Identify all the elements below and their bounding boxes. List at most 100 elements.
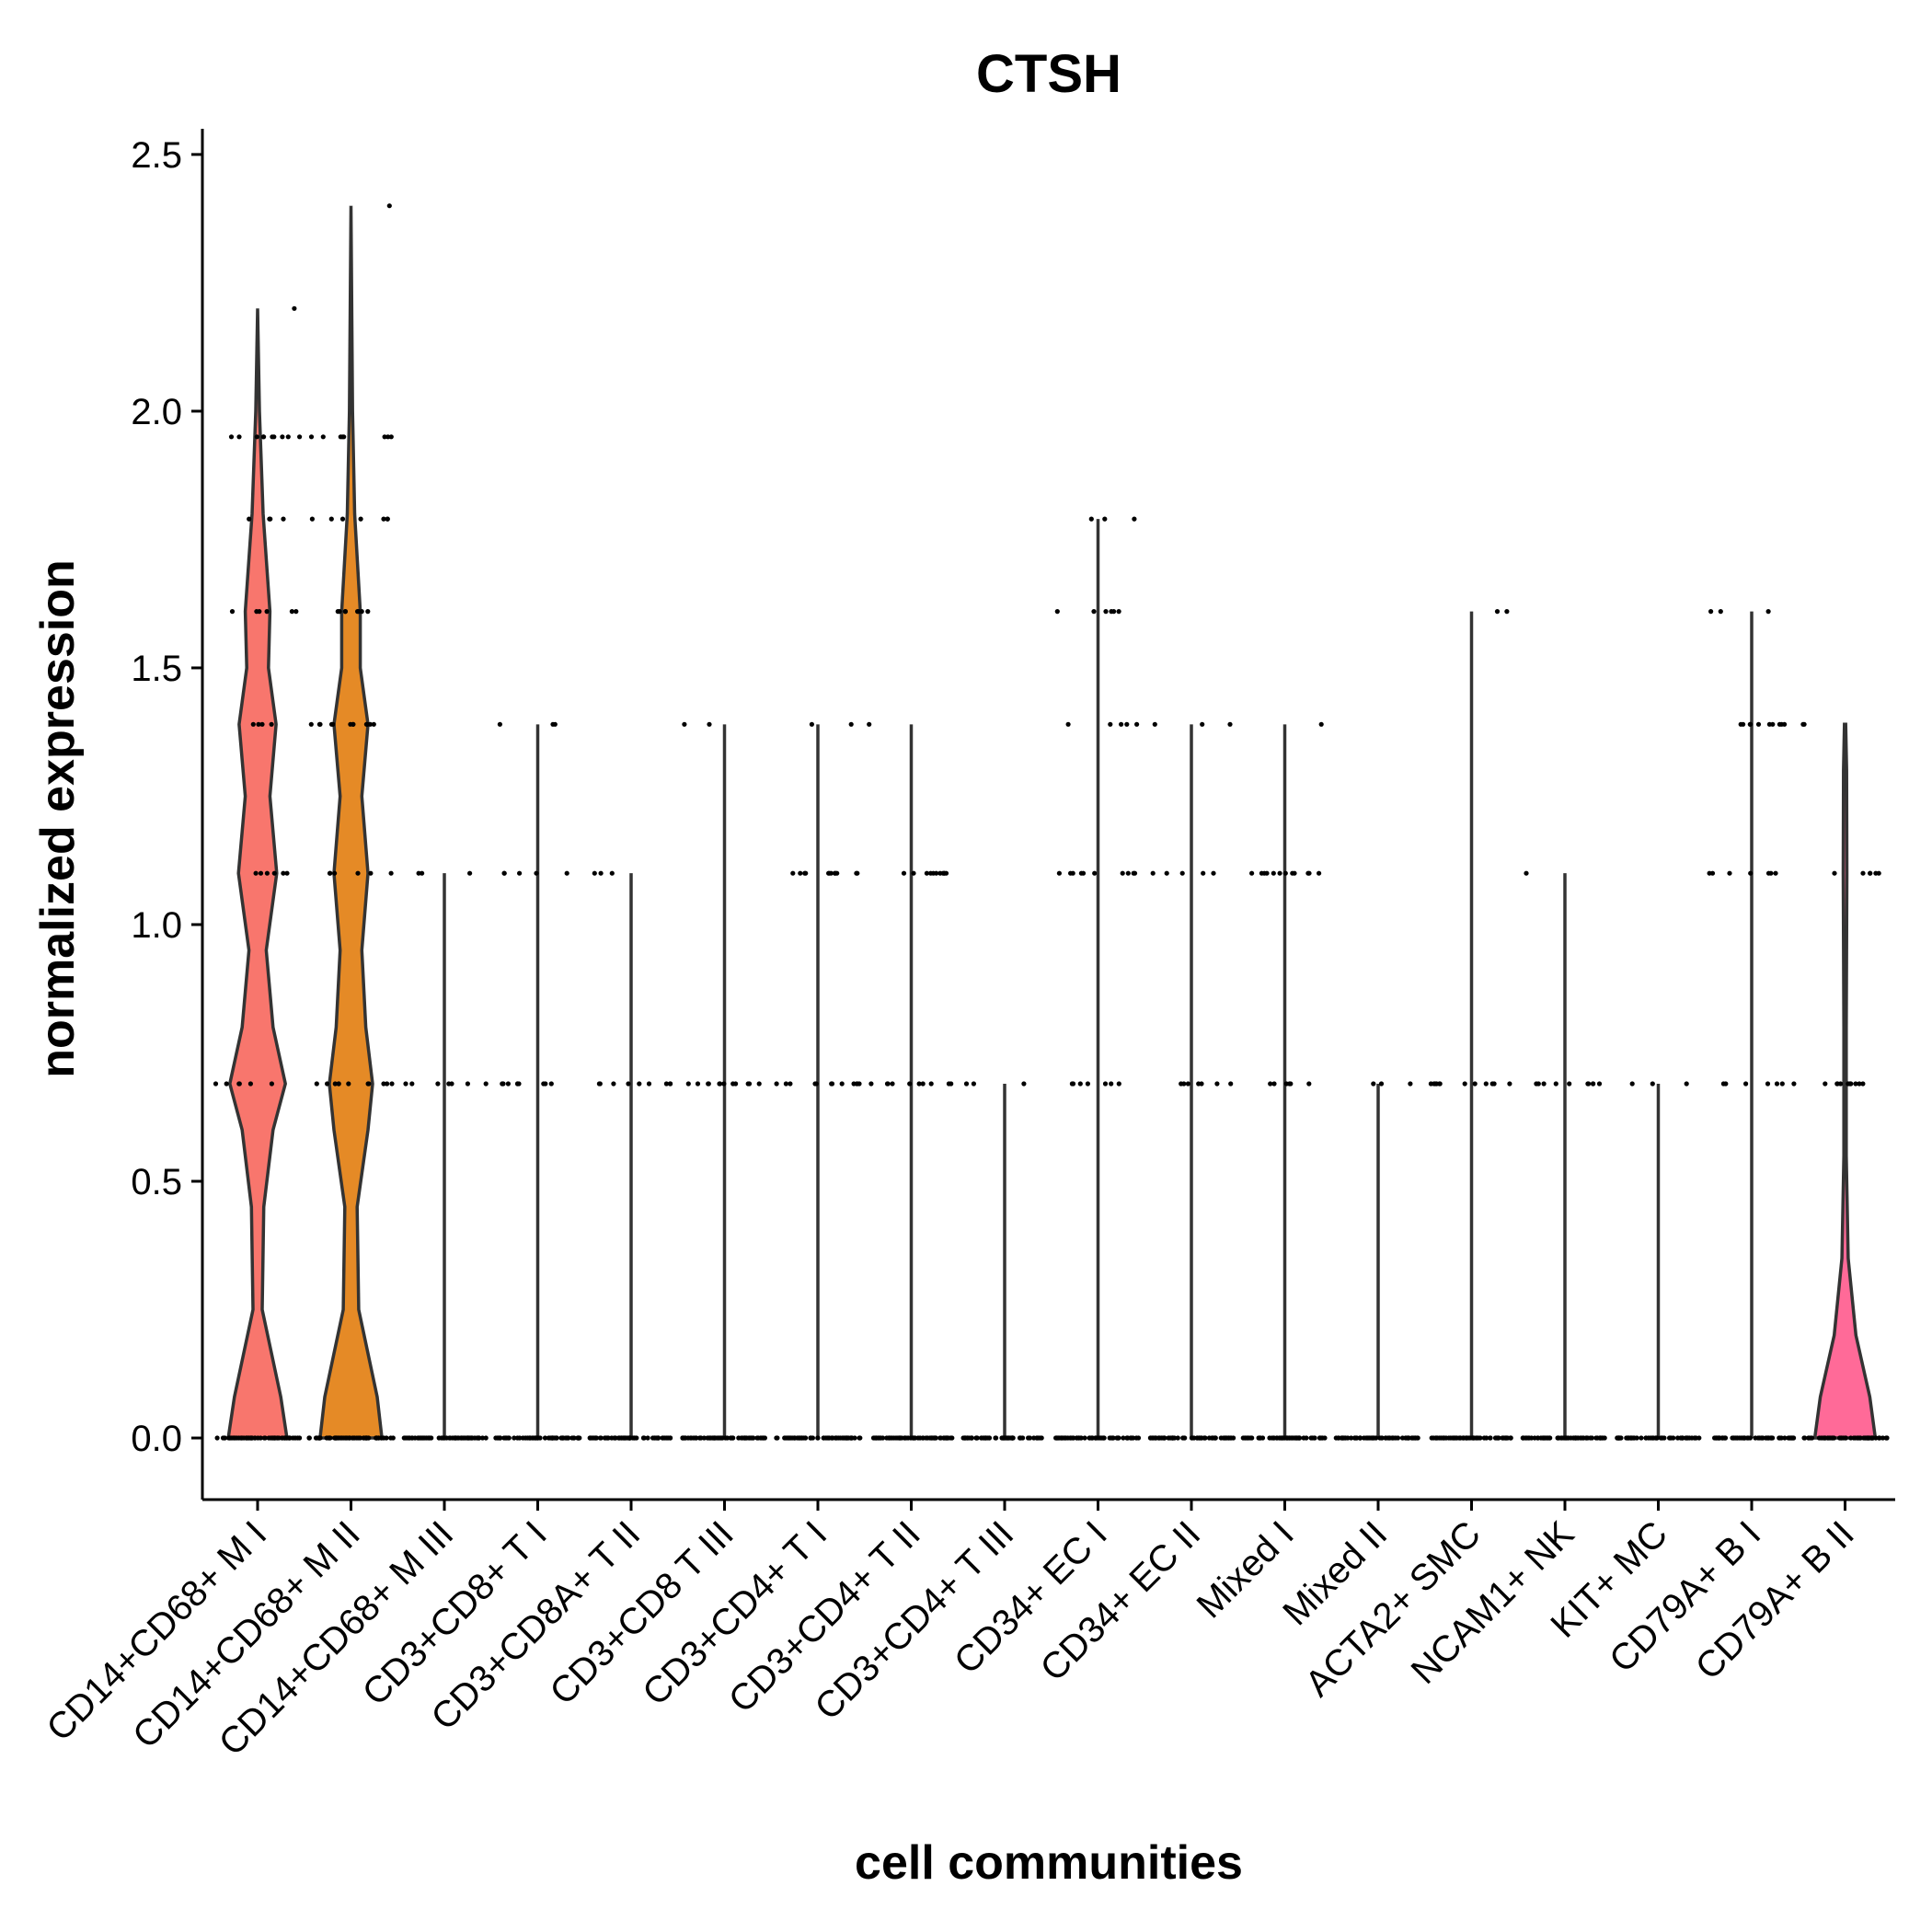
jitter-point [1068, 870, 1074, 876]
jitter-point [541, 1081, 546, 1087]
jitter-point [1488, 1435, 1493, 1441]
jitter-point [467, 1435, 474, 1441]
jitter-point [356, 609, 362, 615]
jitter-point [783, 1081, 789, 1087]
jitter-point [1696, 1435, 1702, 1441]
jitter-point [476, 1435, 481, 1441]
jitter-point [1319, 1435, 1326, 1441]
jitter-point [1379, 1435, 1385, 1441]
jitter-point [1124, 1435, 1130, 1441]
jitter-point [1721, 1435, 1727, 1441]
jitter-point [1586, 1081, 1592, 1087]
jitter-point [1196, 1081, 1202, 1087]
jitter-point [389, 1081, 395, 1087]
jitter-point [911, 870, 916, 876]
jitter-point [339, 516, 346, 522]
jitter-point [1429, 1435, 1434, 1441]
jitter-point [266, 1435, 271, 1441]
jitter-point [1026, 1435, 1031, 1441]
jitter-point [802, 870, 808, 876]
jitter-point [1591, 1081, 1596, 1087]
jitter-point [1494, 609, 1501, 615]
jitter-point [381, 516, 386, 522]
jitter-point [542, 1435, 548, 1441]
jitter-point [1790, 1435, 1796, 1441]
jitter-point [1583, 1435, 1589, 1441]
jitter-point [1868, 870, 1873, 876]
jitter-point [514, 1081, 521, 1087]
jitter-point [1240, 1435, 1246, 1441]
jitter-point [762, 1435, 768, 1441]
jitter-point [1448, 1435, 1454, 1441]
jitter-point [1869, 1435, 1874, 1441]
jitter-point [1857, 1081, 1862, 1087]
jitter-point [886, 1435, 892, 1441]
jitter-point [257, 609, 262, 615]
jitter-point [843, 1435, 848, 1441]
jitter-point [637, 1081, 642, 1087]
jitter-point [234, 1435, 239, 1441]
jitter-point [1333, 1435, 1339, 1441]
jitter-point [381, 1081, 386, 1087]
jitter-point [640, 1435, 647, 1441]
jitter-point [1153, 1435, 1159, 1441]
jitter-point [1731, 1435, 1736, 1441]
jitter-point [733, 1081, 739, 1087]
jitter-point [756, 1081, 762, 1087]
jitter-point [388, 1435, 394, 1441]
y-tick-label: 0.0 [131, 1419, 182, 1459]
jitter-point [902, 1435, 908, 1441]
jitter-point [609, 870, 615, 876]
jitter-point [1102, 516, 1108, 522]
jitter-point [1247, 1435, 1252, 1441]
jitter-point [1801, 721, 1807, 727]
jitter-point [1504, 609, 1510, 615]
jitter-point [839, 1081, 845, 1087]
jitter-point [907, 1081, 913, 1087]
jitter-point [656, 1435, 661, 1441]
jitter-point [589, 1435, 594, 1441]
jitter-point [259, 721, 265, 727]
jitter-point [358, 516, 363, 522]
jitter-point [264, 609, 270, 615]
jitter-point [1758, 1435, 1764, 1441]
jitter-point [663, 1081, 670, 1087]
jitter-point [1035, 1435, 1041, 1441]
jitter-point [751, 1435, 756, 1441]
jitter-point [479, 1435, 486, 1441]
jitter-point [258, 1435, 263, 1441]
jitter-point [224, 1081, 229, 1087]
jitter-point [1683, 1435, 1689, 1441]
jitter-point [1806, 1435, 1811, 1441]
jitter-point [619, 1435, 625, 1441]
jitter-point [799, 1435, 805, 1441]
jitter-point [1483, 1081, 1489, 1087]
jitter-point [696, 1435, 703, 1441]
jitter-point [1116, 1081, 1121, 1087]
jitter-point [1134, 721, 1140, 727]
jitter-point [974, 1435, 980, 1441]
jitter-point [327, 1435, 332, 1441]
jitter-point [901, 870, 907, 876]
jitter-point [256, 721, 261, 727]
jitter-point [834, 1435, 839, 1441]
jitter-point [1150, 870, 1156, 876]
jitter-point [1391, 1435, 1397, 1441]
jitter-point [528, 1435, 534, 1441]
jitter-point [550, 721, 556, 727]
jitter-point [1218, 1435, 1224, 1441]
jitter-point [1748, 721, 1754, 727]
jitter-point [1782, 1435, 1788, 1441]
jitter-point [1065, 721, 1071, 727]
jitter-point [1816, 1435, 1823, 1441]
jitter-point [268, 516, 273, 522]
jitter-point [1201, 870, 1206, 876]
jitter-point [371, 721, 376, 727]
jitter-point [382, 434, 387, 440]
jitter-point [254, 434, 259, 440]
jitter-point [276, 1435, 282, 1441]
jitter-point [271, 434, 277, 440]
jitter-point [226, 1435, 232, 1441]
jitter-point [1659, 1435, 1664, 1441]
jitter-point [534, 870, 539, 876]
